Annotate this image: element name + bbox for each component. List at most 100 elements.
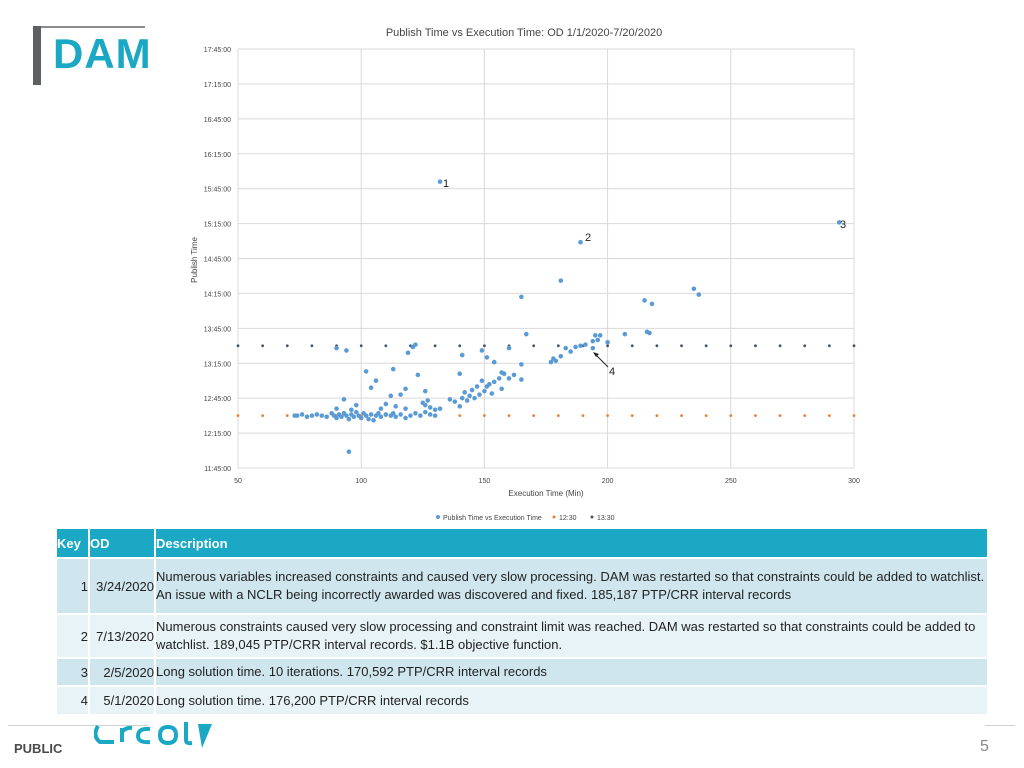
table-row: 3 2/5/2020 Long solution time. 10 iterat…: [57, 657, 987, 686]
data-point: [390, 366, 396, 372]
data-point: [489, 391, 495, 396]
data-point: [427, 412, 433, 417]
data-point: [467, 393, 472, 399]
ref-point-1330: [359, 344, 363, 348]
row-od: 2/5/2020: [89, 657, 156, 686]
row-od: 3/24/2020: [89, 557, 156, 614]
y-tick-labels: 11:45:00 12:15:00 12:45:00 13:15:00 13:45:00…: [204, 47, 231, 473]
ref-point-1330: [261, 344, 265, 348]
data-point: [341, 397, 347, 402]
data-point: [568, 349, 573, 354]
x-tick-label: 250: [725, 478, 737, 485]
annotation-3: 3: [840, 219, 846, 231]
data-point: [398, 412, 403, 417]
data-point: [447, 397, 453, 402]
ref-point-1330: [483, 344, 486, 348]
data-point: [324, 414, 330, 420]
data-point: [427, 405, 433, 410]
data-point: [334, 406, 339, 411]
ref-point-1230: [754, 414, 757, 418]
data-point: [418, 413, 423, 418]
y-tick-label: 14:45:00: [204, 257, 231, 264]
data-point: [464, 398, 470, 403]
data-point: [452, 399, 458, 404]
data-point: [319, 413, 325, 418]
data-point: [511, 372, 517, 378]
logo-bar: [33, 26, 41, 85]
ref-point-1230: [458, 414, 462, 418]
legend-series-1: Publish Time vs Execution Time: [443, 515, 542, 522]
data-point: [299, 412, 305, 417]
data-point: [383, 401, 389, 407]
table-row: 1 3/24/2020 Numerous variables increased…: [57, 557, 987, 614]
page-number: 5: [980, 738, 989, 755]
y-tick-label: 15:15:00: [204, 222, 231, 229]
table-row: 4 5/1/2020 Long solution time. 176,200 P…: [57, 685, 987, 714]
data-point: [408, 413, 413, 418]
ref-point-1330: [778, 344, 782, 348]
ref-point-1330: [236, 344, 240, 348]
data-point: [378, 414, 384, 420]
data-point: [393, 404, 398, 409]
data-point: [519, 294, 524, 300]
ref-point-1230: [803, 414, 807, 418]
data-point: [578, 239, 583, 245]
data-point: [432, 413, 438, 418]
ref-point-1330: [285, 344, 289, 348]
x-tick-label: 300: [848, 478, 860, 485]
row-description: Long solution time. 10 iterations. 170,5…: [155, 657, 987, 686]
od-table: Key OD Description 1 3/24/2020 Numerous …: [57, 529, 987, 714]
data-point: [519, 377, 524, 382]
data-point: [403, 386, 408, 392]
x-tick-label: 200: [602, 478, 614, 485]
row-key: 2: [57, 613, 90, 658]
data-point: [422, 402, 428, 408]
data-point: [294, 413, 300, 418]
table-header-row: Key OD Description: [57, 529, 987, 558]
data-point: [563, 345, 569, 351]
data-point: [353, 409, 359, 415]
annotation-1: 1: [443, 178, 449, 190]
data-point: [383, 412, 389, 417]
data-point: [363, 369, 369, 374]
data-point: [496, 376, 502, 381]
chart-grid: [237, 48, 855, 469]
data-point: [506, 345, 512, 351]
ref-line-1230: [236, 414, 856, 418]
ref-point-1230: [507, 414, 511, 418]
data-point: [437, 179, 443, 184]
table-row: 2 7/13/2020 Numerous constraints caused …: [57, 613, 987, 658]
ref-point-1230: [729, 414, 733, 418]
data-point: [592, 333, 598, 338]
y-tick-label: 16:45:00: [204, 117, 231, 124]
data-point: [351, 414, 357, 420]
ref-point-1230: [236, 414, 240, 418]
data-point: [558, 278, 564, 283]
data-point: [358, 415, 364, 421]
y-tick-label: 17:15:00: [204, 82, 231, 89]
data-point: [583, 342, 588, 347]
footer-classification: PUBLIC: [14, 741, 63, 756]
data-point: [484, 355, 490, 360]
y-tick-label: 14:15:00: [204, 291, 231, 298]
ref-point-1330: [630, 344, 634, 348]
data-point: [425, 398, 431, 403]
data-point: [647, 330, 652, 336]
data-point: [457, 404, 463, 409]
data-point: [422, 388, 428, 394]
row-description: Long solution time. 176,200 PTP/CRR inte…: [155, 685, 987, 714]
ref-point-1330: [532, 344, 536, 348]
data-point: [398, 392, 403, 397]
ref-point-1230: [581, 414, 585, 418]
data-point: [595, 337, 601, 343]
data-point: [368, 412, 374, 417]
data-point: [836, 220, 842, 225]
ref-point-1330: [680, 344, 683, 348]
annotations: 1 2 3 4: [443, 178, 846, 378]
data-point: [696, 292, 702, 297]
data-point: [366, 416, 371, 422]
data-point: [413, 342, 418, 347]
ref-point-1330: [852, 344, 856, 348]
ref-point-1330: [803, 344, 807, 348]
data-point: [459, 352, 465, 358]
